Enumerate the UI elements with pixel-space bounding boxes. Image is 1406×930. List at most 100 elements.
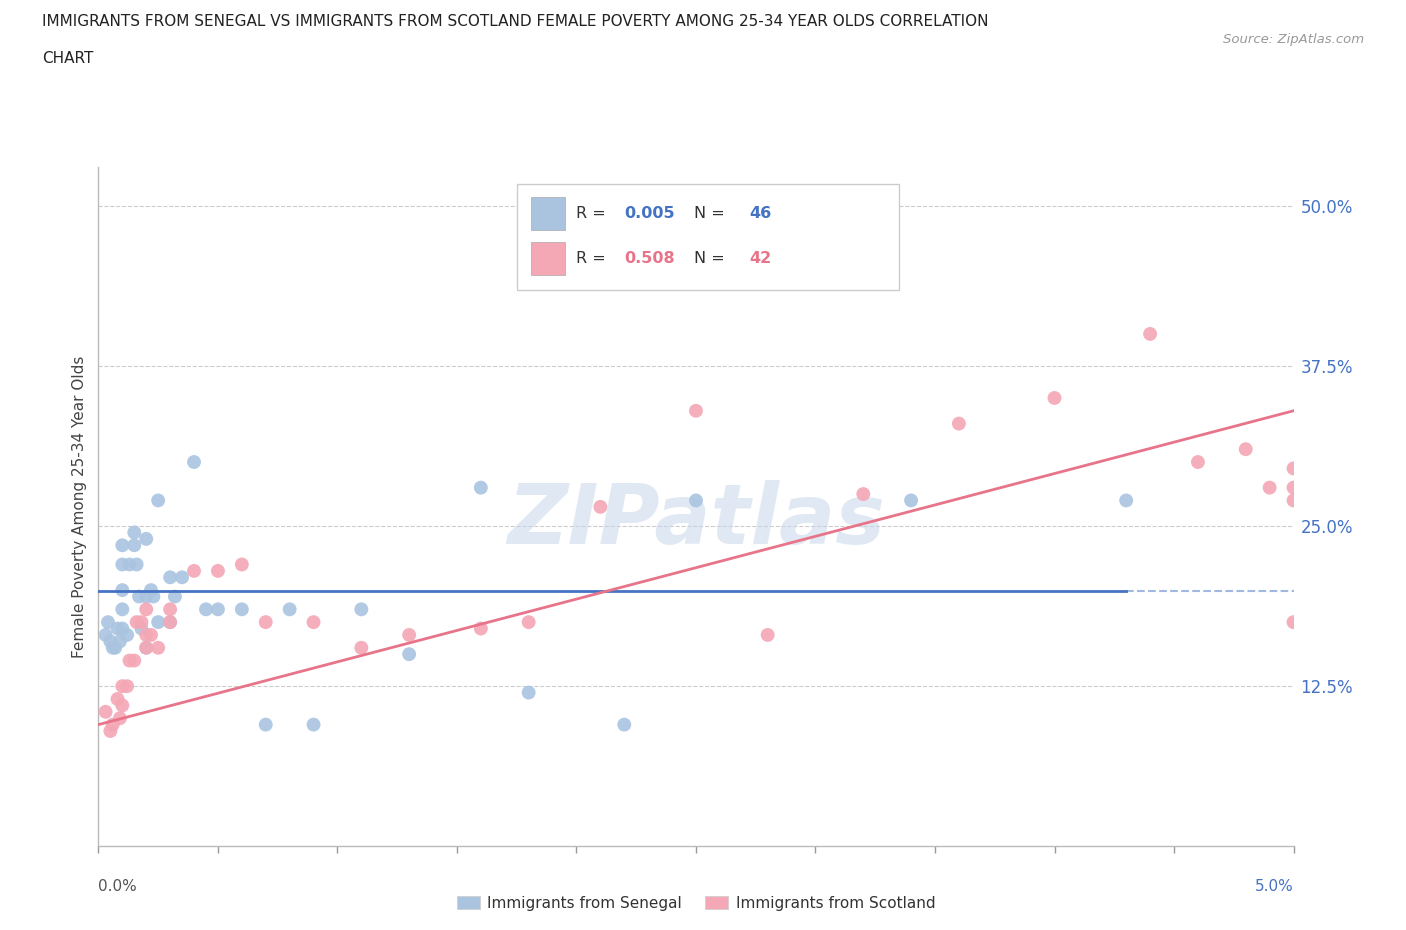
Point (852, 486, 875, 501)
FancyBboxPatch shape (531, 197, 565, 230)
Text: N =: N = (693, 206, 730, 221)
Point (115, 628, 138, 643)
Point (254, 615, 277, 630)
Point (111, 583, 134, 598)
Point (1258, 480, 1281, 495)
Point (1043, 391, 1066, 405)
Point (948, 416, 970, 431)
Text: Source: ZipAtlas.com: Source: ZipAtlas.com (1223, 33, 1364, 46)
Point (172, 570, 194, 585)
Point (111, 621, 134, 636)
Point (517, 685, 540, 700)
Legend: Immigrants from Senegal, Immigrants from Scotland: Immigrants from Senegal, Immigrants from… (451, 889, 941, 917)
Point (900, 493, 922, 508)
Point (135, 641, 157, 656)
Point (128, 589, 150, 604)
Point (104, 641, 127, 656)
Point (159, 602, 181, 617)
FancyBboxPatch shape (517, 184, 900, 289)
Point (108, 634, 131, 649)
Point (131, 615, 153, 630)
Point (231, 557, 253, 572)
Point (142, 589, 165, 604)
Point (278, 602, 301, 617)
Point (118, 557, 141, 572)
Point (589, 499, 612, 514)
Y-axis label: Female Poverty Among 25-34 Year Olds: Female Poverty Among 25-34 Year Olds (72, 355, 87, 658)
Point (517, 615, 540, 630)
Point (115, 679, 138, 694)
Point (207, 602, 229, 617)
Point (1139, 326, 1161, 341)
Text: 5.0%: 5.0% (1254, 879, 1294, 894)
Text: 46: 46 (749, 206, 772, 221)
Point (159, 615, 181, 630)
Point (207, 564, 229, 578)
Point (1282, 461, 1305, 476)
Point (111, 538, 134, 552)
Point (135, 531, 157, 546)
Point (101, 717, 124, 732)
Point (159, 570, 181, 585)
Point (231, 602, 253, 617)
Point (685, 404, 707, 418)
Point (470, 621, 492, 636)
Point (139, 628, 162, 643)
Point (139, 583, 162, 598)
Point (125, 557, 148, 572)
Point (183, 564, 205, 578)
Point (100, 634, 122, 649)
Point (124, 653, 146, 668)
Point (101, 641, 124, 656)
Point (148, 641, 170, 656)
Point (1282, 615, 1305, 630)
Text: N =: N = (693, 251, 730, 266)
Point (398, 646, 420, 661)
FancyBboxPatch shape (531, 242, 565, 274)
Point (163, 589, 186, 604)
Point (111, 557, 134, 572)
Point (195, 602, 218, 617)
Point (148, 493, 170, 508)
Point (350, 641, 373, 656)
Text: CHART: CHART (42, 51, 94, 66)
Point (100, 724, 122, 738)
Point (159, 615, 181, 630)
Text: ZIPatlas: ZIPatlas (508, 480, 884, 561)
Point (111, 698, 134, 712)
Point (118, 653, 141, 668)
Point (111, 602, 134, 617)
Text: 0.005: 0.005 (624, 206, 675, 221)
Point (124, 525, 146, 540)
Point (302, 717, 325, 732)
Point (107, 621, 129, 636)
Text: R =: R = (576, 206, 612, 221)
Point (350, 602, 373, 617)
Point (131, 621, 153, 636)
Point (756, 628, 779, 643)
Point (183, 455, 205, 470)
Point (470, 480, 492, 495)
Point (94, 628, 117, 643)
Point (135, 589, 157, 604)
Point (1282, 493, 1305, 508)
Point (685, 493, 707, 508)
Point (94, 704, 117, 719)
Point (1234, 442, 1257, 457)
Point (135, 602, 157, 617)
Text: 42: 42 (749, 251, 772, 266)
Point (97, 615, 120, 630)
Point (685, 237, 707, 252)
Point (124, 538, 146, 552)
Point (302, 615, 325, 630)
Point (254, 717, 277, 732)
Point (111, 679, 134, 694)
Text: 0.0%: 0.0% (98, 879, 138, 894)
Point (135, 641, 157, 656)
Text: R =: R = (576, 251, 612, 266)
Text: 0.508: 0.508 (624, 251, 675, 266)
Point (135, 628, 157, 643)
Point (1187, 455, 1209, 470)
Point (148, 615, 170, 630)
Point (613, 717, 636, 732)
